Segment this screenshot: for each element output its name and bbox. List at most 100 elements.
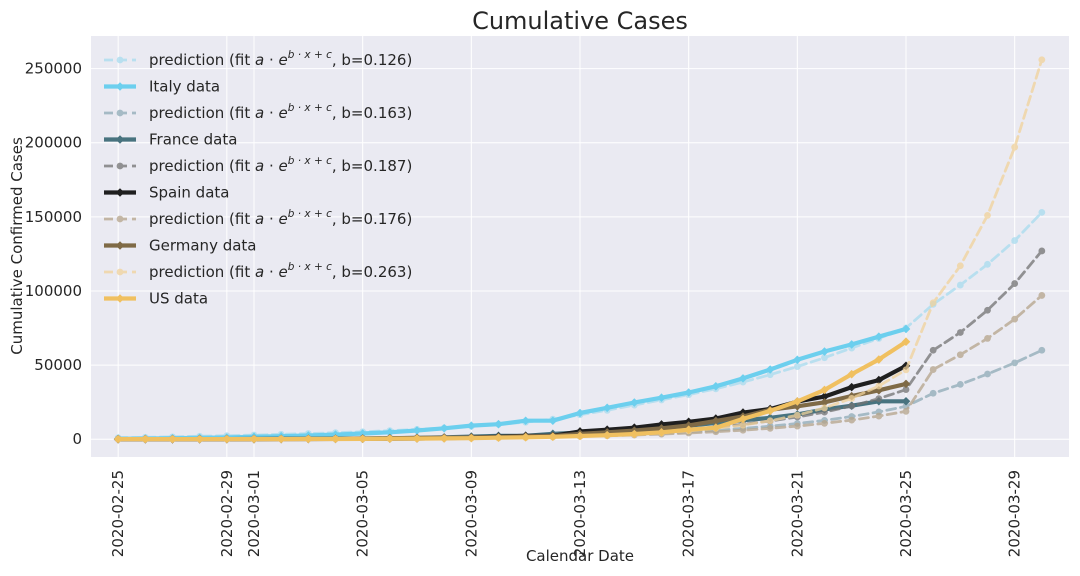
data-point [820,392,829,401]
data-point [1038,247,1046,255]
data-point [821,354,828,362]
data-point [847,340,856,349]
data-point [141,434,150,444]
data-point [956,329,964,336]
legend-marker [115,188,125,197]
data-point [765,365,775,374]
data-point [494,419,503,429]
data-point [901,337,911,347]
data-point [847,369,856,379]
data-point [929,366,937,373]
data-point [602,430,612,440]
data-point [630,398,639,407]
data-point [711,381,721,391]
data-point [847,382,856,392]
data-point [956,351,964,359]
series-layer [113,56,1046,444]
data-point [848,416,856,424]
data-point [874,375,884,385]
data-point [739,421,747,429]
data-point [1038,346,1046,354]
x-tick-label: 2020-03-17 [680,470,698,557]
data-point [602,403,612,413]
legend-marker [115,82,125,91]
data-point [1038,292,1046,299]
legend-marker [116,109,124,117]
legend-label: US data [149,290,208,308]
x-axis-ticks: 2020-02-25 2020-02-29 2020-03-01 2020-03-05… [109,470,1024,557]
data-point [684,388,693,397]
data-point [793,397,802,406]
legend-label: Italy data [149,78,220,96]
data-point [711,416,721,426]
y-tick-label: 250000 [25,60,82,78]
data-point [821,419,828,427]
data-point [385,434,395,444]
data-point [494,433,503,443]
legend-label: Spain data [149,184,229,202]
data-point [766,371,774,379]
legend-marker [115,241,125,250]
legend-entry [104,162,136,170]
legend-entry [104,82,136,91]
data-point [902,366,910,374]
data-point [113,434,123,444]
data-point [412,426,422,435]
legend-marker [115,294,125,303]
data-point [848,395,856,402]
legend-entry [104,135,136,144]
x-tick-label: 2020-03-29 [1006,470,1024,557]
legend-label: prediction (fit a · eb · x + c, b=0.163) [149,102,412,122]
y-tick-label: 200000 [25,134,82,152]
legend-entry [104,268,136,276]
data-point [168,434,177,444]
data-point [875,412,883,420]
data-point [385,428,395,437]
x-tick-label: 2020-03-13 [571,470,589,557]
y-tick-label: 150000 [25,208,82,226]
data-point [875,382,883,390]
chart-title: Cumulative Cases [472,7,688,35]
data-point [657,393,666,403]
data-point [793,411,801,419]
data-point [820,347,829,356]
data-point [739,426,747,434]
legend-label: prediction (fit a · eb · x + c, b=0.187) [149,155,412,175]
data-point [874,355,884,364]
data-point [848,402,856,410]
data-point [467,421,476,430]
data-point [548,432,558,442]
data-point [738,374,748,383]
legend-entry [104,109,136,117]
legend-label: Germany data [149,237,257,255]
data-point [331,434,340,444]
x-tick-label: 2020-03-05 [354,470,372,557]
data-point [467,433,476,443]
data-point [195,434,204,444]
data-point [874,332,884,341]
legend-label: France data [149,131,237,149]
data-point [1011,237,1019,244]
legend-entry [104,188,136,197]
data-point [793,355,802,365]
data-point [984,260,991,268]
legend-entry [104,241,136,250]
x-tick-label: 2020-02-25 [109,470,127,557]
data-point [222,434,232,444]
data-point [358,429,367,438]
data-point [929,346,937,354]
data-point [793,422,801,430]
data-point [1038,56,1046,64]
legend-label: prediction (fit a · eb · x + c, b=0.176) [149,208,412,228]
data-series-9 [113,337,911,444]
legend-marker [116,162,124,170]
legend-label: prediction (fit a · eb · x + c, b=0.126) [149,49,412,69]
data-point [358,434,367,444]
data-point [765,406,775,416]
legend-marker [115,135,125,144]
data-point [929,389,937,397]
data-point [956,262,964,270]
data-point [711,423,721,432]
legend: prediction (fit a · eb · x + c, b=0.126)… [104,49,412,308]
